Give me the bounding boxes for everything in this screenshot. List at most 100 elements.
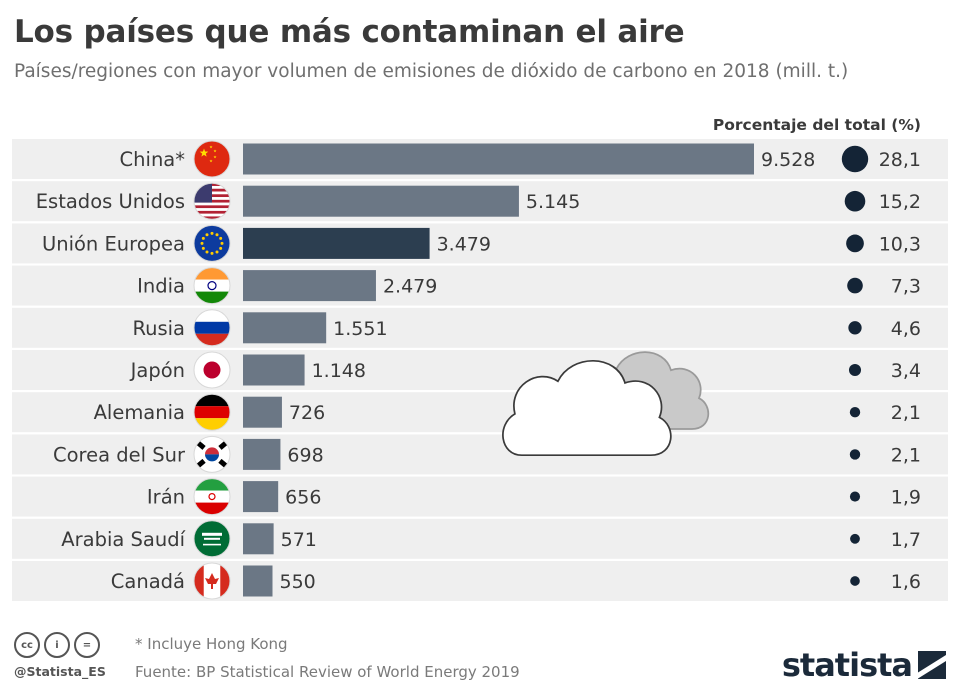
chart-row-6: Alemania 726 2,1 xyxy=(12,392,948,433)
flag-germany-icon xyxy=(193,393,231,431)
category-label: Rusia xyxy=(132,317,185,340)
category-label: Estados Unidos xyxy=(36,190,185,213)
category-label: Japón xyxy=(129,359,185,382)
flag-china-icon xyxy=(193,140,231,178)
percent-label: 1,6 xyxy=(891,571,921,593)
chart-row-1: Estados Unidos 5.145 15,2 xyxy=(12,181,948,222)
license-icons: cc i = xyxy=(14,632,100,658)
percent-dot xyxy=(846,234,864,253)
category-label: China* xyxy=(120,148,186,171)
chart-row-7: Corea del Sur 698 2,1 xyxy=(12,434,948,475)
percent-dot xyxy=(849,406,861,418)
value-label: 3.479 xyxy=(437,233,491,255)
flag-iran-icon xyxy=(193,478,231,516)
chart-subtitle: Países/regiones con mayor volumen de emi… xyxy=(14,61,849,82)
chart-row-5: Japón 1.148 3,4 xyxy=(12,350,948,390)
percent-label: 7,3 xyxy=(891,276,921,298)
flag-india-icon xyxy=(193,267,231,305)
no-derivatives-icon: = xyxy=(74,632,100,658)
flag-eu-icon xyxy=(193,224,231,262)
bar xyxy=(243,354,305,386)
percent-dot xyxy=(847,277,863,294)
chart-row-9: Arabia Saudí 571 1,7 xyxy=(12,518,948,559)
flag-canada-icon xyxy=(193,562,231,600)
row-band xyxy=(12,350,948,390)
percent-label: 15,2 xyxy=(879,191,921,213)
bar xyxy=(243,523,274,555)
flag-usa-icon xyxy=(193,182,231,220)
value-label: 1.551 xyxy=(333,318,387,340)
value-label: 1.148 xyxy=(312,360,366,382)
bar xyxy=(243,396,282,428)
bar xyxy=(243,185,519,217)
percent-label: 3,4 xyxy=(891,360,921,382)
attribution-icon: i xyxy=(44,632,70,658)
percent-dot xyxy=(848,363,862,377)
chart-row-10: Canadá 550 1,6 xyxy=(12,561,948,601)
value-label: 656 xyxy=(285,487,321,509)
category-label: Alemania xyxy=(94,401,185,424)
category-label: Canadá xyxy=(111,570,185,593)
category-label: India xyxy=(137,275,185,298)
chart-row-8: Irán 656 1,9 xyxy=(12,476,948,517)
statista-handle: @Statista_ES xyxy=(14,664,106,679)
chart-title: Los países que más contaminan el aire xyxy=(14,14,685,50)
bar xyxy=(243,481,279,513)
footnote: * Incluye Hong Kong xyxy=(135,635,288,653)
row-band xyxy=(12,392,948,433)
flag-saudi-arabia-icon xyxy=(193,520,231,558)
percent-label: 1,9 xyxy=(891,487,921,509)
percent-label: 2,1 xyxy=(891,402,921,424)
statista-mark-icon xyxy=(918,651,946,679)
flag-russia-icon xyxy=(193,309,231,347)
bar-chart: Porcentaje del total (%) China* 9.528 28,1 E… xyxy=(12,116,948,601)
row-band xyxy=(12,518,948,559)
category-label: Corea del Sur xyxy=(53,443,186,466)
chart-row-2: Unión Europea 3.479 10,3 xyxy=(12,223,948,264)
row-band xyxy=(12,476,948,517)
percent-dot xyxy=(841,145,869,173)
category-label: Arabia Saudí xyxy=(61,528,185,551)
percent-label: 1,7 xyxy=(891,529,921,551)
bar xyxy=(243,227,430,259)
row-band xyxy=(12,307,948,348)
percent-label: 10,3 xyxy=(879,233,921,255)
category-label: Irán xyxy=(147,486,185,509)
percent-dot xyxy=(850,533,860,544)
statista-logo[interactable]: statista xyxy=(782,646,946,684)
bar xyxy=(243,270,376,302)
source-note: Fuente: BP Statistical Review of World E… xyxy=(135,663,520,681)
percent-dot xyxy=(850,576,860,586)
bar xyxy=(243,312,327,344)
percent-column-header: Porcentaje del total (%) xyxy=(713,116,921,134)
value-label: 2.479 xyxy=(383,276,437,298)
bar xyxy=(243,143,754,175)
cloud-front xyxy=(502,360,672,457)
bar xyxy=(243,438,281,470)
category-label: Unión Europea xyxy=(42,232,185,255)
value-label: 698 xyxy=(287,444,323,466)
flag-south-korea-icon xyxy=(193,435,231,473)
chart-row-4: Rusia 1.551 4,6 xyxy=(12,307,948,348)
percent-dot xyxy=(848,321,862,335)
chart-row-3: India 2.479 7,3 xyxy=(12,265,948,306)
value-label: 726 xyxy=(289,402,325,424)
percent-dot xyxy=(849,449,861,460)
value-label: 5.145 xyxy=(526,191,580,213)
value-label: 550 xyxy=(279,571,315,593)
value-label: 571 xyxy=(281,529,317,551)
percent-dot xyxy=(849,491,861,502)
flag-japan-icon xyxy=(193,351,231,389)
bar xyxy=(243,565,273,597)
value-label: 9.528 xyxy=(761,149,815,171)
percent-label: 2,1 xyxy=(891,444,921,466)
percent-label: 4,6 xyxy=(891,318,921,340)
chart-row-0: China* 9.528 28,1 xyxy=(12,139,948,179)
row-band xyxy=(12,265,948,306)
row-band xyxy=(12,561,948,601)
row-band xyxy=(12,223,948,264)
cloud-illustration xyxy=(502,351,709,457)
creative-commons-icon: cc xyxy=(14,632,40,658)
percent-label: 28,1 xyxy=(879,149,921,171)
percent-dot xyxy=(844,190,866,212)
